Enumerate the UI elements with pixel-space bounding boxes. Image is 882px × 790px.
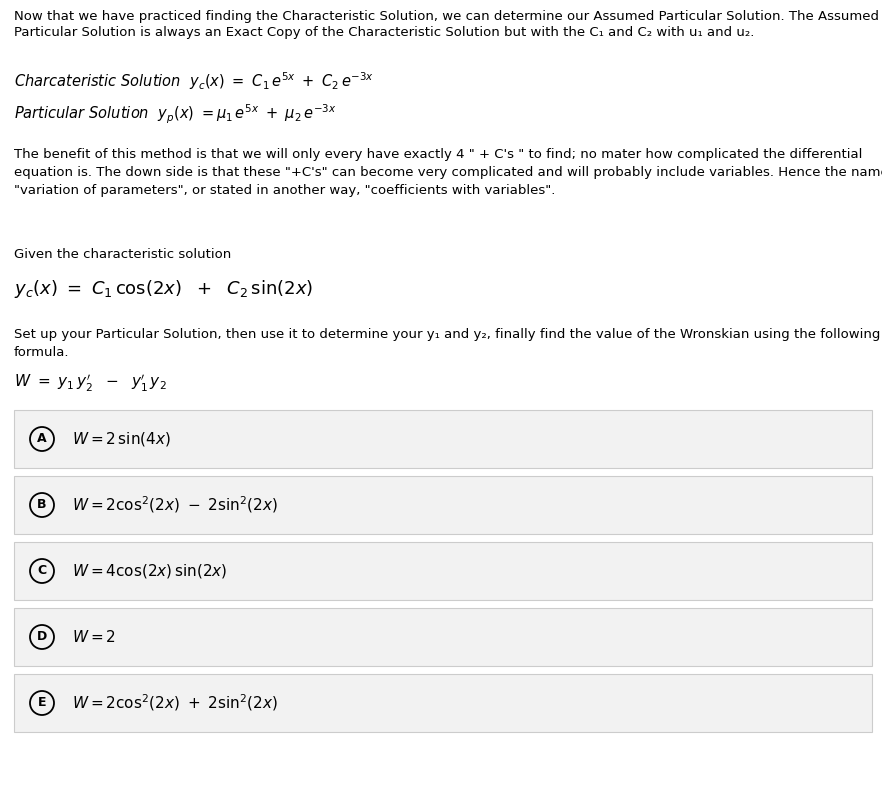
Text: E: E	[38, 697, 46, 709]
Text: $W = 2\cos^2\!(2x)\ -\ 2\sin^2\!(2x)$: $W = 2\cos^2\!(2x)\ -\ 2\sin^2\!(2x)$	[72, 495, 278, 515]
Text: $W\ =\ y_1\,y_2'\ \ -\ \ y_1'\,y_2$: $W\ =\ y_1\,y_2'\ \ -\ \ y_1'\,y_2$	[14, 373, 167, 394]
Text: $\mathit{Charcateristic\ Solution}\ \ y_c(x)\ =\ C_1\,e^{5x}\ +\ C_2\,e^{-3x}$: $\mathit{Charcateristic\ Solution}\ \ y_…	[14, 70, 374, 92]
Text: $W = 2\,\sin(4x)$: $W = 2\,\sin(4x)$	[72, 430, 171, 448]
Text: The benefit of this method is that we will only every have exactly 4 " + C's " t: The benefit of this method is that we wi…	[14, 148, 882, 197]
Text: $W = 2$: $W = 2$	[72, 629, 116, 645]
Bar	[14, 476, 872, 534]
Text: $W = 2\cos^2\!(2x)\ +\ 2\sin^2\!(2x)$: $W = 2\cos^2\!(2x)\ +\ 2\sin^2\!(2x)$	[72, 693, 278, 713]
Bar	[14, 410, 872, 468]
Text: Given the characteristic solution: Given the characteristic solution	[14, 248, 231, 261]
Text: Particular Solution is always an Exact Copy of the Characteristic Solution but w: Particular Solution is always an Exact C…	[14, 26, 754, 39]
Text: $\mathit{Particular\ Solution}\ \ y_p(x)\ =\mu_1\,e^{5x}\ +\ \mu_2\,e^{-3x}$: $\mathit{Particular\ Solution}\ \ y_p(x)…	[14, 103, 337, 126]
Bar	[14, 542, 872, 600]
Text: C: C	[37, 565, 47, 577]
Bar	[14, 608, 872, 666]
Text: $y_c(x)\ =\ C_1\,\cos(2x)\ \ +\ \ C_2\,\sin(2x)$: $y_c(x)\ =\ C_1\,\cos(2x)\ \ +\ \ C_2\,\…	[14, 278, 313, 300]
Text: B: B	[37, 498, 47, 511]
Bar	[14, 674, 872, 732]
Text: Now that we have practiced finding the Characteristic Solution, we can determine: Now that we have practiced finding the C…	[14, 10, 879, 23]
Text: $W = 4\cos(2x)\,\sin(2x)$: $W = 4\cos(2x)\,\sin(2x)$	[72, 562, 228, 580]
Text: D: D	[37, 630, 47, 644]
Text: A: A	[37, 432, 47, 446]
Text: Set up your Particular Solution, then use it to determine your y₁ and y₂, finall: Set up your Particular Solution, then us…	[14, 328, 880, 359]
